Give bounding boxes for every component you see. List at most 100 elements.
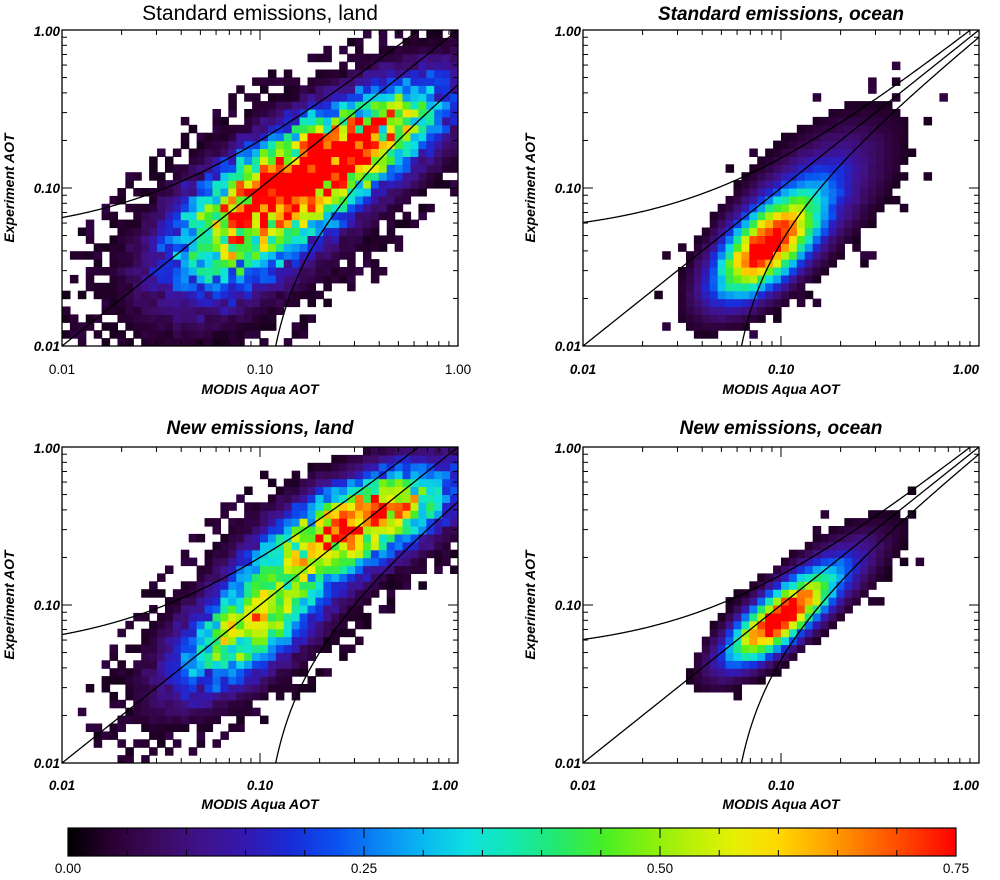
heatmap-cell: [852, 101, 861, 110]
heatmap-cell: [410, 557, 419, 567]
heatmap-cell: [109, 731, 119, 740]
heatmap-cell: [125, 676, 134, 685]
heatmap-cell: [804, 549, 814, 559]
heatmap-cell: [307, 462, 317, 472]
heatmap-cell: [709, 267, 719, 276]
heatmap-cell: [685, 676, 695, 685]
heatmap-cell: [378, 148, 388, 157]
heatmap-cell: [228, 526, 237, 535]
heatmap-cell: [196, 314, 206, 323]
heatmap-cell: [315, 668, 324, 677]
heatmap-cell: [757, 644, 766, 653]
heatmap-cell: [220, 644, 229, 653]
heatmap-cell: [299, 314, 309, 323]
heatmap-cell: [378, 581, 388, 590]
heatmap-cell: [204, 636, 214, 646]
heatmap-cell: [157, 676, 166, 685]
heatmap-cell: [252, 267, 261, 276]
heatmap-cell: [804, 156, 814, 165]
heatmap-cell: [418, 557, 427, 567]
heatmap-cell: [323, 211, 332, 221]
heatmap-cell: [852, 109, 861, 118]
heatmap-cell: [347, 148, 356, 157]
heatmap-cell: [212, 628, 221, 638]
heatmap-cell: [188, 306, 198, 315]
heatmap-cell: [164, 731, 174, 740]
heatmap-cell: [164, 636, 174, 646]
heatmap-cell: [378, 447, 388, 456]
heatmap-cell: [402, 156, 412, 165]
heatmap-cell: [355, 148, 364, 157]
heatmap-cell: [188, 707, 198, 717]
heatmap-cell: [434, 37, 443, 47]
heatmap-cell: [244, 314, 253, 323]
heatmap-cell: [749, 581, 758, 590]
heatmap-cell: [796, 180, 806, 189]
heatmap-cell: [386, 494, 396, 503]
x-tick-label: 0.10: [768, 778, 795, 793]
heatmap-cell: [876, 180, 885, 189]
heatmap-cell: [299, 628, 309, 638]
heatmap-cell: [347, 502, 356, 511]
heatmap-cell: [236, 219, 245, 229]
heatmap-cell: [828, 235, 838, 244]
heatmap-cell: [410, 93, 419, 102]
heatmap-cell: [820, 219, 830, 229]
heatmap-cell: [85, 684, 95, 693]
heatmap-cell: [773, 148, 782, 157]
heatmap-cell: [244, 644, 253, 653]
heatmap-cell: [450, 37, 458, 47]
heatmap-cell: [725, 203, 735, 213]
heatmap-cell: [244, 636, 253, 646]
heatmap-cell: [347, 581, 356, 590]
heatmap-cell: [828, 172, 838, 181]
heatmap-cell: [220, 219, 229, 229]
heatmap-cell: [725, 620, 735, 630]
heatmap-cell: [283, 486, 293, 495]
heatmap-cell: [796, 267, 806, 276]
heatmap-cell: [394, 462, 404, 472]
heatmap-cell: [828, 124, 838, 134]
heatmap-cell: [860, 581, 869, 590]
heatmap-cell: [733, 644, 742, 653]
heatmap-cell: [188, 597, 198, 606]
axis-ticks: [582, 447, 979, 764]
heatmap-cell: [291, 164, 301, 173]
heatmap-cell: [109, 259, 119, 268]
heatmap-cell: [220, 565, 229, 574]
heatmap-cell: [141, 290, 150, 300]
heatmap-cell: [410, 486, 419, 495]
heatmap-cell: [733, 274, 742, 284]
heatmap-cell: [410, 518, 419, 527]
heatmap-cell: [172, 739, 182, 748]
heatmap-cell: [410, 510, 419, 519]
heatmap-cell: [883, 188, 893, 197]
heatmap-cell: [355, 612, 364, 622]
heatmap-cell: [852, 219, 861, 229]
heatmap-cell: [212, 330, 221, 339]
heatmap-cell: [355, 510, 364, 519]
heatmap-cell: [252, 124, 261, 134]
heatmap-cell: [220, 597, 229, 606]
heatmap-cell: [125, 322, 134, 331]
heatmap-cell: [394, 116, 404, 126]
heatmap-cell: [275, 691, 285, 701]
heatmap-cell: [370, 573, 380, 582]
heatmap-cell: [347, 37, 356, 47]
heatmap-cell: [117, 251, 126, 260]
heatmap-cell: [378, 486, 388, 495]
heatmap-cell: [291, 565, 301, 574]
heatmap-cell: [891, 533, 901, 543]
heatmap-cell: [836, 573, 845, 582]
heatmap-cell: [117, 739, 126, 748]
heatmap-cell: [315, 109, 324, 118]
heatmap-cell: [172, 668, 182, 677]
heatmap-cell: [339, 612, 348, 622]
heatmap-cell: [701, 298, 711, 308]
heatmap-cell: [765, 148, 774, 157]
heatmap-cell: [339, 101, 348, 110]
heatmap-cell: [244, 652, 253, 661]
heatmap-cell: [109, 306, 119, 315]
heatmap-cell: [291, 322, 301, 331]
heatmap-cell: [773, 188, 782, 197]
